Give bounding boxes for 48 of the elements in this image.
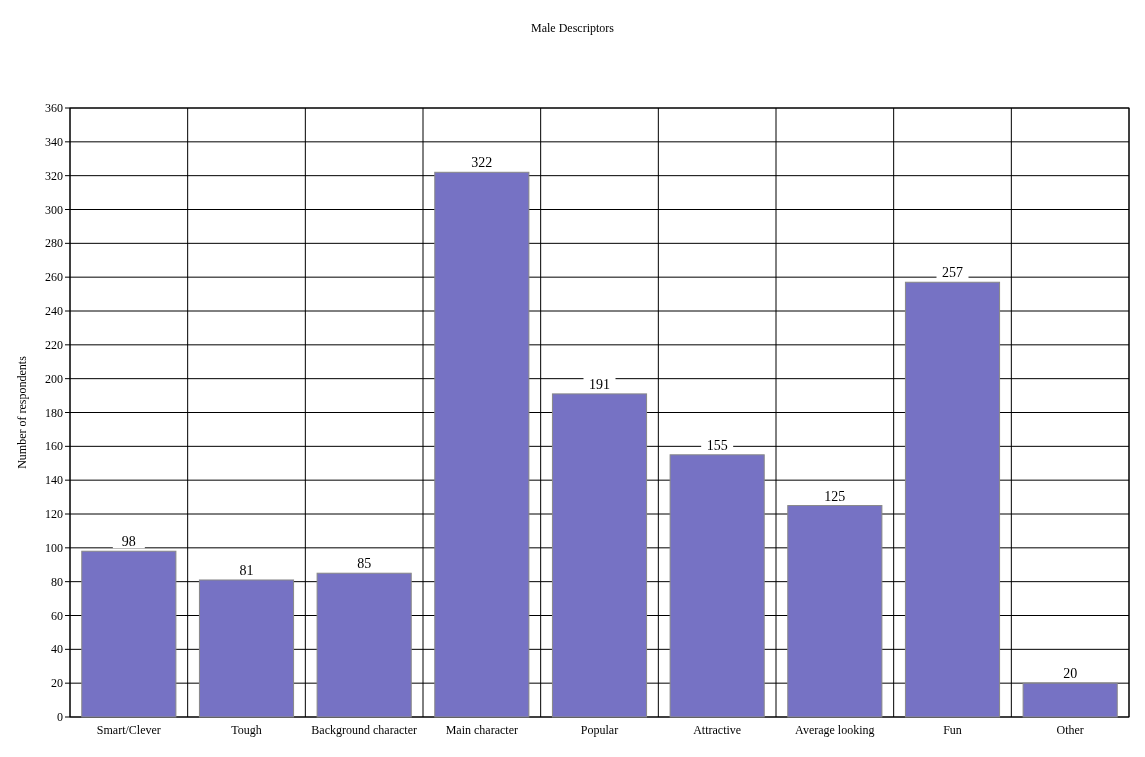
y-tick-label: 60: [51, 608, 63, 623]
y-tick-label: 300: [45, 202, 63, 217]
data-label: 81: [239, 562, 254, 578]
x-tick-label: Fun: [943, 723, 962, 737]
y-tick-label: 80: [51, 574, 63, 589]
y-tick-label: 20: [51, 676, 63, 691]
bar: [316, 572, 412, 718]
x-tick-label: Other: [1056, 723, 1084, 737]
y-tick-label: 220: [45, 337, 63, 352]
bar: [904, 281, 1001, 718]
bar: [198, 579, 295, 718]
bar: [434, 171, 530, 718]
y-tick-label: 260: [45, 270, 63, 285]
x-tick-label: Smart/Clever: [96, 723, 161, 737]
x-tick-label: Background character: [311, 723, 417, 737]
bar: [1022, 682, 1118, 718]
bar: [81, 550, 177, 718]
data-label: 191: [589, 376, 610, 392]
y-tick-label: 140: [45, 473, 63, 488]
x-tick-label: Popular: [580, 723, 619, 737]
y-tick-label: 100: [45, 540, 63, 555]
y-tick-label: 200: [45, 371, 63, 386]
x-tick-label: Attractive: [693, 723, 742, 737]
x-tick-label: Tough: [231, 723, 262, 737]
y-tick-label: 160: [45, 439, 63, 454]
y-tick-label: 340: [45, 134, 63, 149]
data-label: 257: [942, 265, 963, 281]
x-tick-label: Average looking: [795, 723, 875, 737]
bar: [551, 393, 648, 718]
data-label: 98: [121, 534, 136, 550]
y-tick-label: 240: [45, 304, 63, 318]
y-tick-label: 120: [45, 507, 63, 521]
data-label: 85: [357, 556, 372, 572]
x-tick-label: Main character: [445, 723, 518, 737]
bar: [669, 454, 765, 718]
y-tick-label: 180: [45, 405, 63, 420]
y-axis-title: Number of respondents: [15, 355, 29, 469]
y-tick-label: 0: [57, 710, 63, 724]
y-tick-label: 320: [45, 168, 63, 183]
data-label: 125: [824, 488, 846, 504]
data-label: 20: [1063, 666, 1078, 682]
data-label: 155: [706, 437, 728, 453]
y-tick-label: 360: [45, 101, 63, 115]
y-tick-label: 40: [51, 642, 63, 657]
chart-title: Male Descriptors: [531, 21, 615, 35]
bar: [787, 505, 883, 718]
data-label: 322: [471, 155, 493, 171]
y-tick-label: 280: [45, 236, 63, 251]
